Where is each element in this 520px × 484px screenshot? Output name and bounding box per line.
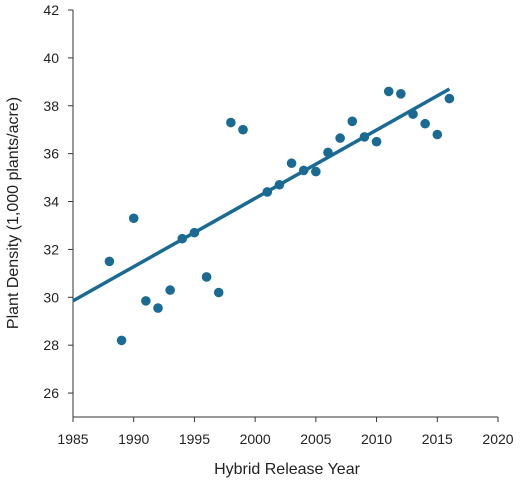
y-tick-label: 42 xyxy=(43,2,59,18)
data-point xyxy=(153,303,163,313)
y-tick-label: 28 xyxy=(43,337,59,353)
y-tick-label: 38 xyxy=(43,98,59,114)
ticks: 1985 1990 1995 2000 2005 2010 2015 2020 26 28 30 32… xyxy=(43,2,513,447)
trendline-layer xyxy=(72,87,451,303)
y-tick-label: 26 xyxy=(43,385,59,401)
data-point xyxy=(298,165,309,176)
data-point xyxy=(116,335,127,346)
y-tick-label: 30 xyxy=(43,289,59,305)
data-point xyxy=(238,124,248,135)
data-point xyxy=(347,116,358,127)
x-tick-label: 1985 xyxy=(57,431,88,447)
data-point xyxy=(359,132,370,142)
y-axis-label: Plant Density (1,000 plants/acre) xyxy=(5,97,22,329)
data-point xyxy=(444,93,455,104)
data-point xyxy=(177,233,188,244)
x-tick-label: 2010 xyxy=(361,431,392,447)
x-tick-label: 2015 xyxy=(422,431,453,447)
trendline xyxy=(72,87,451,303)
data-point xyxy=(128,213,139,224)
data-point xyxy=(383,86,394,97)
x-tick-label: 2005 xyxy=(300,431,331,447)
data-point xyxy=(408,109,418,119)
x-tick-label: 1990 xyxy=(118,431,149,447)
x-axis-label: Hybrid Release Year xyxy=(214,461,361,478)
data-point xyxy=(335,133,345,143)
data-point xyxy=(323,147,333,158)
points-layer xyxy=(104,86,455,346)
x-tick-label: 1995 xyxy=(179,431,210,447)
y-tick-label: 34 xyxy=(43,194,59,210)
data-point xyxy=(396,88,406,99)
data-point xyxy=(189,227,200,238)
data-point xyxy=(226,117,236,128)
data-point xyxy=(274,179,285,190)
data-point xyxy=(420,118,430,129)
data-point xyxy=(213,287,224,298)
x-tick-label: 2000 xyxy=(240,431,271,447)
y-tick-label: 36 xyxy=(43,146,59,162)
data-point xyxy=(371,136,382,147)
data-point xyxy=(201,272,212,282)
y-tick-label: 32 xyxy=(43,241,59,257)
data-point xyxy=(104,256,115,267)
data-point xyxy=(432,129,443,140)
data-point xyxy=(311,166,321,177)
data-point xyxy=(262,187,273,197)
data-point xyxy=(286,158,297,169)
x-tick-label: 2020 xyxy=(482,431,513,447)
y-tick-label: 40 xyxy=(43,50,59,66)
data-point xyxy=(141,296,151,306)
data-point xyxy=(165,285,175,295)
axes xyxy=(72,10,498,418)
